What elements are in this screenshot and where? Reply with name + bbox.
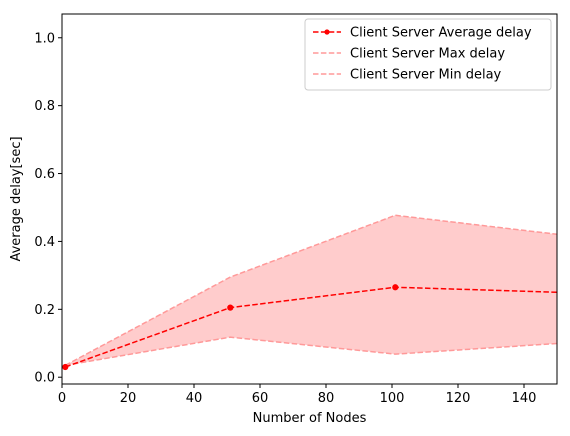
y-tick-label: 0.0: [34, 371, 55, 386]
legend: Client Server Average delay Client Server…: [304, 18, 552, 91]
y-tick-label: 0.8: [34, 99, 55, 114]
axes-frame: [61, 13, 558, 385]
client-server-max-delay-line: [64, 214, 557, 366]
delay-range-band: [65, 215, 557, 366]
legend-box: [304, 18, 552, 91]
x-tick-label: 120: [446, 391, 471, 406]
axes: 0 20 40 60 80 100 120 140 0.0 0.2 0.4 0.6 0.8 1.0: [34, 13, 558, 406]
y-tick-label: 0.6: [34, 167, 55, 182]
x-tick-label: 140: [512, 391, 537, 406]
x-tick-label: 0: [58, 391, 66, 406]
plot-area: [62, 214, 563, 371]
legend-entry: Client Server Average delay: [350, 26, 532, 41]
x-tick-label: 20: [120, 391, 137, 406]
legend-entry: Client Server Min delay: [350, 68, 502, 83]
y-tick-label: 0.2: [34, 303, 55, 318]
client-server-min-delay-line: [65, 336, 557, 367]
x-axis-label: Number of Nodes: [253, 411, 367, 426]
client-server-average-delay-point: [62, 363, 69, 371]
y-axis-label: Average delay[sec]: [9, 136, 24, 261]
x-tick-label: 60: [252, 391, 269, 406]
y-tick-label: 0.4: [34, 235, 55, 250]
legend-marker: [324, 29, 330, 35]
y-tick-label: 1.0: [34, 31, 55, 46]
x-tick-label: 100: [380, 391, 405, 406]
x-tick-label: 80: [318, 391, 335, 406]
client-server-average-delay-line: [65, 286, 557, 368]
legend-entry: Client Server Max delay: [350, 47, 505, 62]
x-tick-label: 40: [186, 391, 203, 406]
client-server-average-delay-point: [392, 284, 399, 291]
client-server-average-delay-point: [558, 290, 563, 295]
client-server-average-delay-point: [227, 304, 234, 311]
